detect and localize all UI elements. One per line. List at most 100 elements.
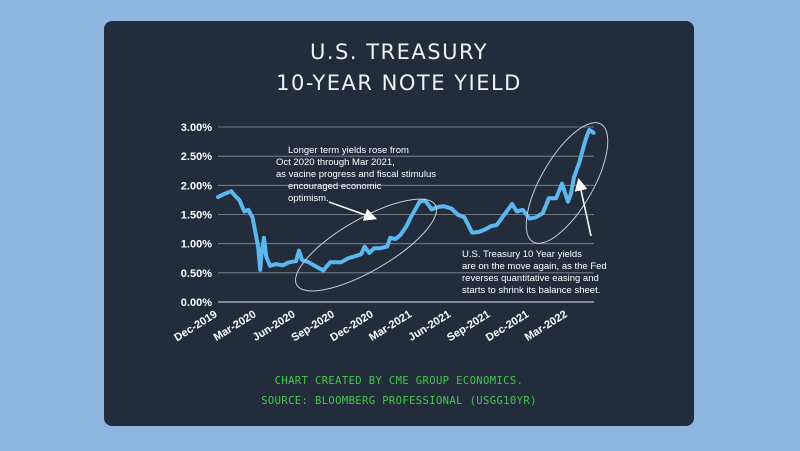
yield-series-line — [216, 127, 596, 273]
annotation-text-2022: U.S. Treasury 10 Year yields — [462, 249, 582, 260]
x-tick-label: Jun-2021 — [406, 308, 453, 343]
data-point — [259, 268, 262, 272]
data-point — [409, 216, 412, 219]
data-point — [222, 192, 226, 196]
annotation-text-2020: as vacine progress and fiscal stimulus — [276, 169, 436, 180]
data-point — [515, 210, 518, 213]
data-point — [560, 182, 564, 185]
x-tick-label: Mar-2022 — [523, 308, 570, 343]
annotation-text-2022: reverses quantitative easing and — [462, 273, 599, 284]
data-point — [268, 264, 272, 267]
data-point — [443, 205, 446, 208]
data-point — [389, 236, 392, 239]
highlight-ellipse-2022 — [525, 122, 609, 244]
data-point — [254, 233, 258, 237]
data-point — [394, 237, 397, 241]
y-tick-label: 0.50% — [181, 268, 212, 280]
x-tick-label: Dec-2019 — [172, 308, 219, 344]
chart-credit: CHART CREATED BY CME GROUP ECONOMICS. — [274, 375, 524, 387]
annotation-text-2022: are on the move again, as the Fed — [462, 261, 607, 272]
annotation-text-2020: Longer term yields rose from — [288, 145, 409, 156]
x-tick-label: Sep-2020 — [289, 308, 336, 344]
data-point — [484, 227, 487, 231]
data-point — [477, 230, 481, 234]
data-point — [495, 223, 498, 227]
data-point — [372, 247, 376, 250]
data-point — [274, 262, 278, 266]
data-point — [256, 245, 260, 248]
data-point — [386, 245, 389, 248]
chart-card: U.S. TREASURY 10-YEAR NOTE YIELD CHART C… — [104, 21, 694, 426]
annotation-arrow-2022 — [574, 177, 592, 237]
data-point — [572, 176, 576, 179]
data-point — [510, 202, 514, 206]
data-point — [294, 260, 298, 263]
data-point — [566, 200, 570, 203]
data-point — [340, 261, 343, 264]
data-point — [547, 197, 550, 200]
data-point — [378, 247, 382, 250]
data-point — [363, 245, 366, 248]
y-tick-label: 2.00% — [181, 180, 212, 192]
data-point — [470, 231, 474, 234]
data-point — [230, 190, 233, 193]
data-point — [346, 257, 350, 260]
data-point — [554, 197, 558, 200]
data-point — [238, 198, 241, 202]
data-point — [578, 160, 581, 164]
x-tick-label: Jun-2020 — [251, 308, 298, 343]
x-tick-label: Mar-2021 — [367, 308, 414, 343]
x-tick-label: Dec-2020 — [328, 308, 375, 344]
data-point — [581, 148, 585, 151]
data-point — [502, 214, 505, 217]
data-point — [287, 261, 290, 264]
data-point — [450, 207, 453, 210]
data-point — [584, 137, 588, 140]
data-point — [233, 194, 237, 197]
data-point — [328, 261, 332, 264]
data-point — [297, 249, 301, 252]
annotation-text-2020: Oct 2020 through Mar 2021, — [276, 157, 395, 168]
highlight-ellipse-2020 — [295, 198, 437, 292]
data-point — [322, 269, 325, 272]
y-tick-label: 1.50% — [181, 210, 212, 222]
data-point — [424, 199, 427, 202]
y-tick-label: 2.50% — [181, 151, 212, 163]
data-point — [489, 225, 492, 228]
x-tick-label: Dec-2021 — [484, 308, 531, 344]
data-point — [534, 216, 537, 219]
data-point — [260, 253, 263, 256]
data-point — [368, 251, 371, 255]
annotation-text-2022: starts to shrink its balance sheet. — [462, 285, 600, 296]
chart-title-line1: U.S. TREASURY — [309, 40, 489, 64]
chart-title-line2: 10-YEAR NOTE YIELD — [276, 71, 522, 95]
x-tick-label: Mar-2020 — [212, 308, 259, 343]
data-point — [334, 261, 337, 264]
x-tick-label: Sep-2021 — [445, 308, 492, 344]
data-point — [243, 210, 246, 213]
data-point — [313, 264, 316, 267]
data-point — [456, 213, 459, 216]
data-point — [528, 217, 531, 220]
data-point — [360, 253, 363, 256]
data-point — [437, 205, 440, 209]
data-point — [592, 131, 595, 134]
data-point — [418, 200, 421, 203]
data-point — [307, 261, 310, 264]
data-point — [281, 264, 284, 267]
annotation-text-2020: optimism. — [288, 193, 329, 204]
data-point — [265, 255, 268, 258]
data-point — [430, 208, 433, 211]
data-point — [300, 258, 304, 262]
data-point — [541, 212, 544, 215]
chart-source: SOURCE: BLOOMBERG PROFESSIONAL (USGG10YR… — [261, 395, 537, 407]
data-point — [405, 225, 408, 228]
y-tick-label: 0.00% — [181, 297, 212, 309]
annotation-arrow-2020 — [328, 201, 378, 221]
data-point — [216, 195, 220, 199]
data-point — [588, 128, 591, 132]
y-tick-label: 3.00% — [181, 122, 212, 134]
data-point — [262, 236, 266, 239]
yield-line-chart: 0.00% 0.50% 1.00% 1.50% 2.00% 2.50% 3.00% Dec-2… — [172, 122, 609, 344]
y-tick-label: 1.00% — [181, 239, 212, 251]
